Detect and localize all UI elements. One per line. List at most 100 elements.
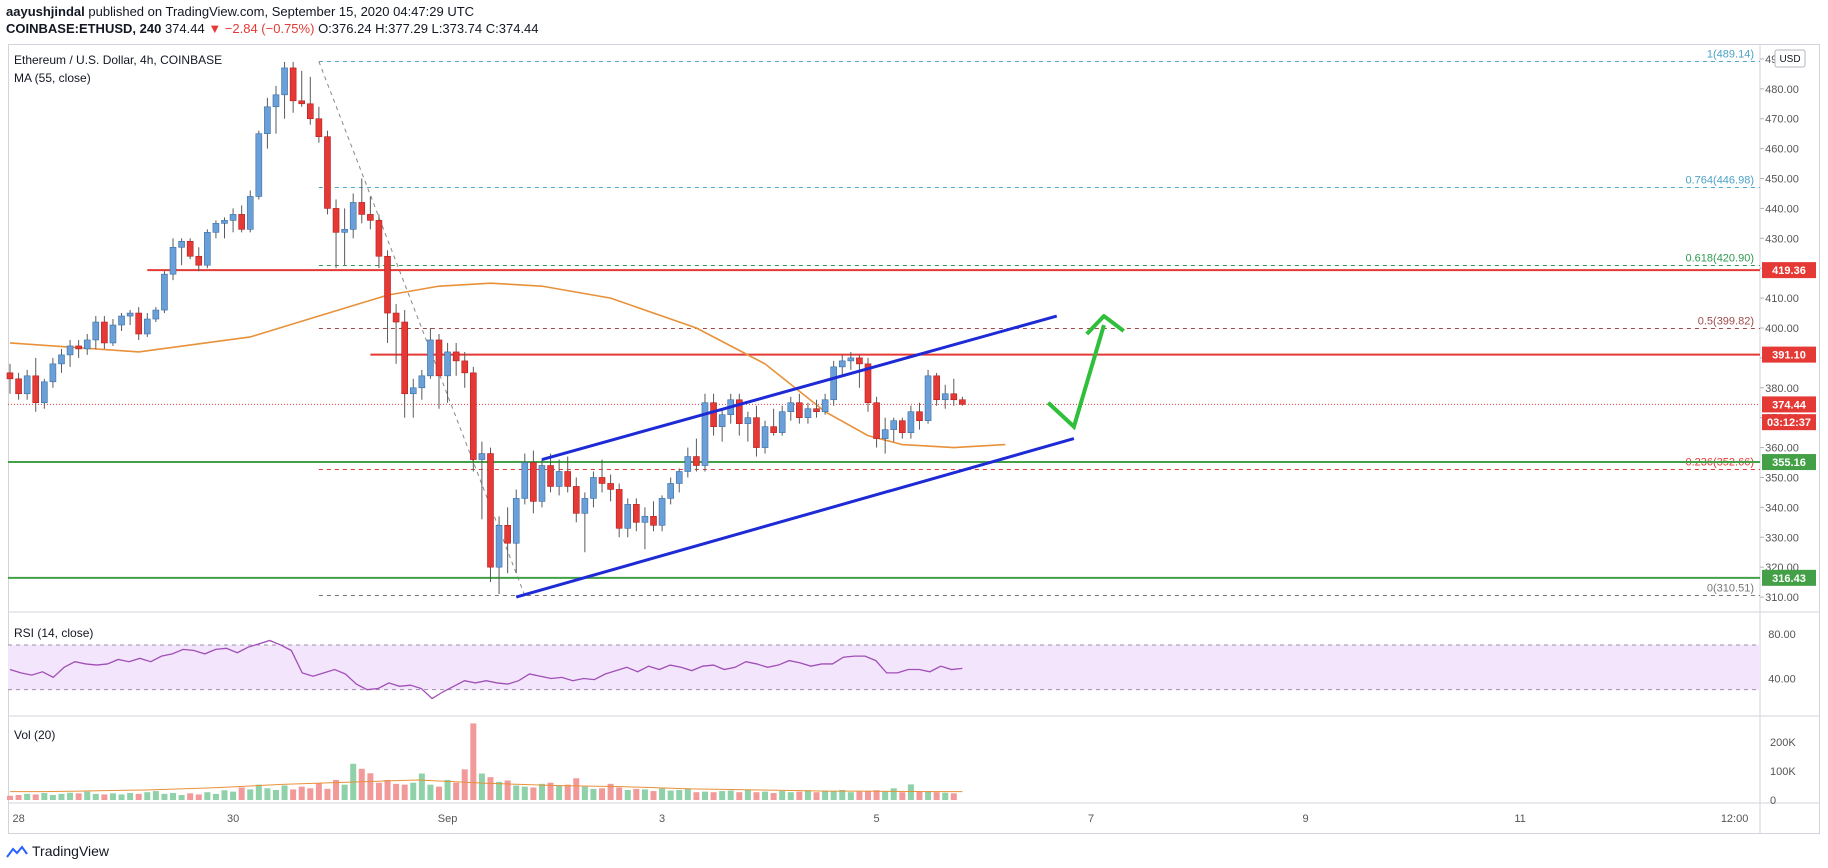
volume-bar-up (109, 793, 116, 800)
publish-info: aayushjindal published on TradingView.co… (6, 4, 474, 19)
volume-bar-up (744, 789, 751, 800)
volume-bar-up (701, 791, 708, 800)
candle-down (950, 393, 958, 401)
volume-tick-label: 0 (1770, 795, 1776, 807)
candle-down (461, 360, 469, 374)
candle-up (761, 426, 769, 448)
fib-level-label: 0.618(420.90) (1686, 253, 1755, 265)
volume-bar-down (453, 782, 460, 800)
volume-bar-down (599, 788, 606, 800)
volume-bar-down (187, 793, 194, 800)
candle-down (770, 426, 777, 433)
candle-down (572, 486, 580, 514)
candle-down (289, 67, 297, 102)
candle-up (161, 273, 168, 311)
volume-bar-down (384, 779, 391, 800)
volume-bar-up (127, 793, 134, 800)
currency-badge[interactable] (1774, 49, 1806, 68)
candle-up (409, 387, 417, 395)
candle-down (358, 202, 366, 215)
x-tick-label: 3 (659, 813, 665, 825)
volume-bar-down (710, 792, 717, 800)
x-tick-label: 12:00 (1721, 813, 1749, 825)
candle-up (838, 360, 846, 368)
volume-bar-down (530, 787, 537, 800)
volume-bar-down (75, 793, 82, 800)
candle-up (58, 354, 65, 365)
price-tick-label: 400.00 (1765, 323, 1799, 335)
candle-up (49, 363, 57, 383)
volume-bar-up (118, 794, 125, 800)
volume-bar-down (856, 791, 863, 800)
price-axis-badge (1762, 569, 1816, 586)
volume-bar-up (676, 789, 683, 800)
volume-bar-up (152, 791, 159, 800)
volume-bar-down (504, 780, 511, 800)
volume-bar-down (195, 794, 202, 800)
candle-down (324, 136, 331, 209)
candle-down (435, 339, 443, 377)
volume-bar-down (933, 792, 940, 800)
volume-bar-up (925, 791, 932, 800)
published-text: published on TradingView.com, September … (88, 4, 475, 19)
price-tick-label: 480.00 (1765, 84, 1799, 96)
fib-trend-line (318, 61, 526, 596)
candle-down (306, 103, 314, 120)
candle-up (221, 220, 228, 224)
volume-bar-up (513, 785, 520, 800)
volume-bar-down (753, 792, 760, 800)
candle-down (873, 402, 880, 439)
volume-bar-up (496, 781, 503, 800)
candle-up (675, 471, 683, 484)
volume-bar-down (298, 786, 305, 800)
volume-bar-down (461, 769, 468, 800)
volume-bar-up (684, 788, 691, 800)
volume-bar-up (418, 773, 425, 800)
candle-up (427, 339, 434, 377)
candle-up (204, 232, 211, 266)
volume-bar-up (212, 793, 219, 800)
volume-bar-down (547, 782, 554, 800)
volume-bar-up (41, 793, 48, 800)
volume-bar-up (264, 788, 271, 800)
volume-bar-down (358, 768, 365, 800)
volume-bar-down (633, 788, 640, 800)
volume-bar-up (161, 793, 168, 800)
volume-bar-up (49, 794, 56, 800)
volume-bar-down (32, 794, 39, 800)
x-tick-label: 30 (227, 813, 239, 825)
symbol-info: COINBASE:ETHUSD, 240 374.44 ▼ −2.84 (−0.… (6, 21, 539, 36)
candle-down (384, 255, 391, 314)
volume-bar-up (762, 791, 769, 800)
x-tick-label: 28 (12, 813, 24, 825)
candle-up (341, 229, 348, 233)
volume-bar-down (315, 783, 322, 800)
candle-up (830, 366, 837, 401)
candle-up (118, 315, 125, 326)
volume-bar-up (727, 790, 734, 800)
price-change: ▼ −2.84 (−0.75%) (208, 21, 315, 36)
candle-down (530, 462, 537, 502)
price-axis-badge (1762, 454, 1816, 471)
candle-down (75, 345, 82, 350)
volume-bar-up (170, 793, 177, 800)
candle-up (821, 399, 829, 413)
candle-down (710, 402, 717, 427)
volume-bar-up (581, 786, 588, 800)
candle-down (32, 375, 40, 404)
x-tick-label: 7 (1088, 813, 1094, 825)
volume-bar-down (650, 791, 657, 800)
candle-down (813, 408, 820, 413)
candle-up (555, 471, 563, 487)
symbol-name: COINBASE:ETHUSD, 240 (6, 21, 162, 36)
candle-up (169, 246, 177, 275)
volume-bar-up (144, 792, 151, 800)
candle-up (941, 393, 949, 401)
author-name[interactable]: aayushjindal (6, 4, 85, 19)
ma-legend: MA (55, close) (14, 71, 91, 85)
volume-bar-down (307, 788, 314, 800)
volume-bar-down (899, 792, 906, 800)
tradingview-brand[interactable]: TradingView (6, 843, 109, 859)
candle-up (538, 465, 546, 502)
